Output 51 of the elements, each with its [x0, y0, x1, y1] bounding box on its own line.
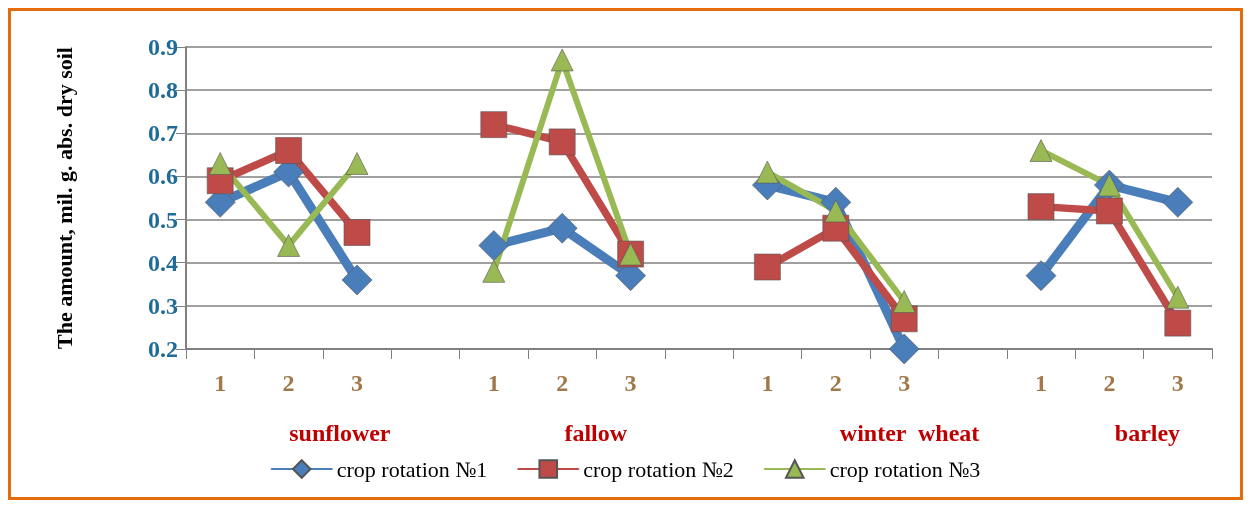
y-tick-label: 0.6 — [148, 163, 178, 190]
x-tick-label: 1 — [761, 370, 774, 396]
text: winter wheat — [839, 420, 980, 446]
point — [756, 160, 779, 184]
x-tick-label: 3 — [1171, 370, 1184, 396]
point — [550, 48, 574, 72]
legend-label: crop rotation №3 — [829, 456, 981, 482]
point — [1162, 187, 1194, 218]
point — [345, 152, 369, 175]
point — [275, 137, 302, 164]
point — [478, 230, 510, 261]
x-tick-label: 3 — [624, 370, 637, 396]
text: fallow — [564, 420, 628, 446]
y-tick-label: 0.8 — [148, 77, 178, 104]
y-tick-label: 0.3 — [148, 292, 178, 319]
x-tick-label: 1 — [487, 370, 500, 396]
x-tick-label: 1 — [214, 370, 227, 396]
point — [1166, 285, 1190, 309]
y-tick-label: 0.7 — [148, 120, 178, 147]
text: barley — [1114, 420, 1181, 446]
point — [277, 234, 300, 257]
x-tick-label: 3 — [898, 370, 911, 396]
point — [341, 264, 373, 296]
x-tick-label: 3 — [351, 370, 363, 396]
x-tick-label: 2 — [556, 370, 569, 396]
point — [480, 111, 508, 138]
point — [482, 260, 506, 283]
x-tick-label: 2 — [282, 370, 295, 396]
x-tick-label: 1 — [1035, 370, 1047, 396]
y-tick-label: 0.5 — [148, 206, 178, 233]
point — [892, 290, 916, 313]
point — [1027, 193, 1055, 220]
point — [888, 333, 920, 365]
text: sunflower — [289, 420, 391, 446]
x-tick-label: 2 — [1103, 370, 1116, 396]
point — [343, 219, 371, 246]
legend-label: crop rotation №2 — [583, 456, 734, 482]
legend-label: crop rotation №1 — [336, 456, 488, 482]
point — [546, 212, 578, 244]
point — [1096, 197, 1123, 225]
point — [1025, 260, 1057, 291]
y-tick-label: 0.9 — [148, 34, 178, 60]
y-axis-title: The amount, mil. g. abs. dry soil — [51, 47, 77, 349]
y-tick-label: 0.4 — [148, 249, 178, 276]
y-tick-label: 0.2 — [148, 336, 178, 362]
point — [548, 128, 576, 156]
x-tick-label: 2 — [829, 370, 842, 396]
point — [1029, 139, 1053, 162]
point — [1164, 309, 1192, 337]
point — [208, 152, 232, 175]
point — [754, 253, 781, 281]
